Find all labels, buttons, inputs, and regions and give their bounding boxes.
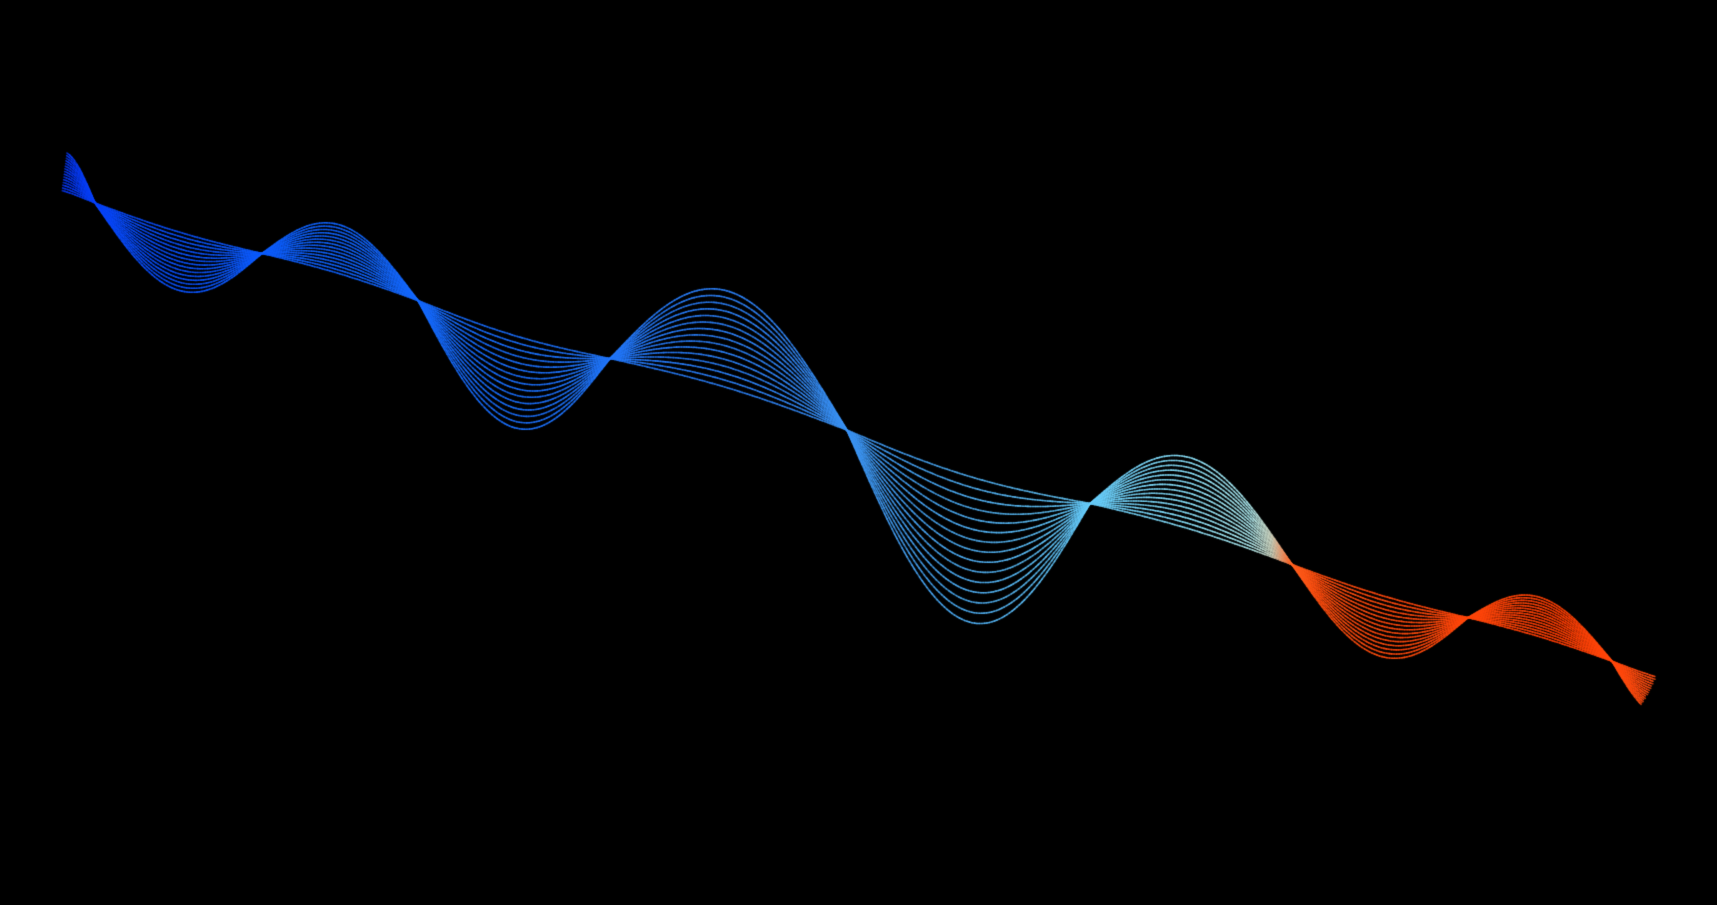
wave-ribbon-canvas bbox=[0, 0, 1717, 905]
generative-wave-art bbox=[0, 0, 1717, 905]
